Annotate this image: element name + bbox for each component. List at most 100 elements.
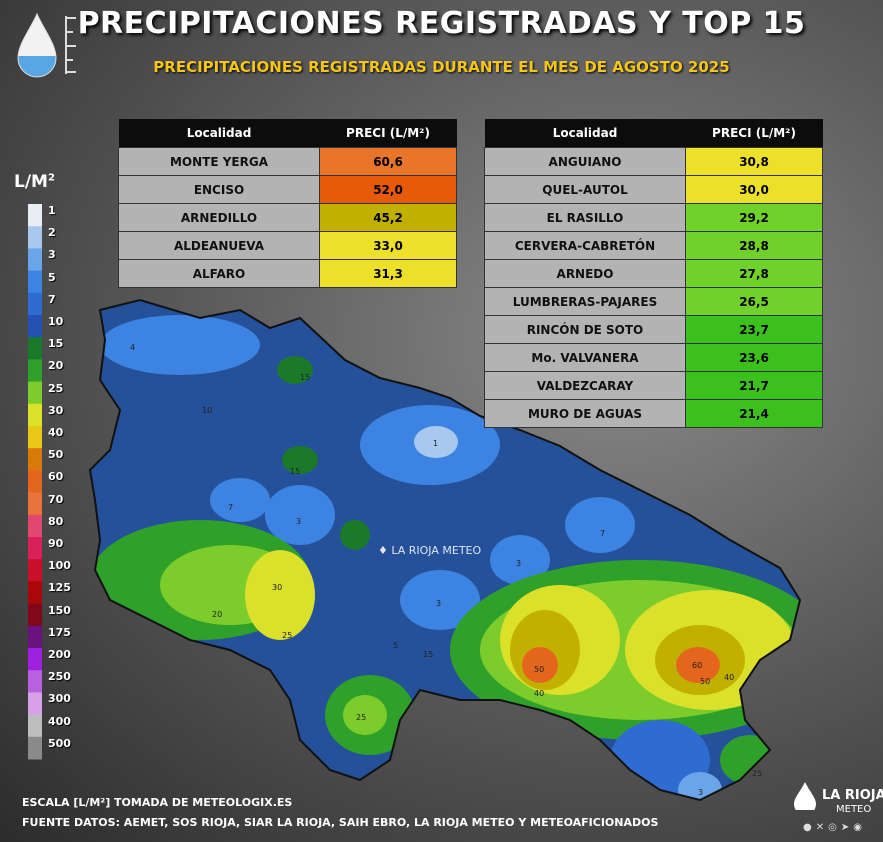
value-cell: 28,8 (685, 231, 823, 260)
contour-label: 40 (724, 673, 734, 682)
telegram-icon[interactable]: ➤ (840, 822, 854, 833)
map-watermark: ♦ LA RIOJA METEO (378, 544, 481, 557)
location-cell: ARNEDO (484, 259, 686, 288)
legend-swatch (28, 714, 42, 738)
value-cell: 23,6 (685, 343, 823, 372)
x-icon[interactable]: ✕ (815, 822, 829, 833)
location-cell: RINCÓN DE SOTO (484, 315, 686, 344)
contour-label: 30 (272, 583, 282, 592)
page-title: PRECIPITACIONES REGISTRADAS Y TOP 15 (77, 6, 806, 41)
legend-swatch (28, 270, 42, 294)
location-cell: QUEL-AUTOL (484, 175, 686, 204)
contour-label: 3 (698, 788, 703, 797)
contour-label: 20 (212, 610, 222, 619)
page-subtitle: PRECIPITACIONES REGISTRADAS DURANTE EL M… (153, 58, 730, 76)
contour-label: 40 (534, 689, 544, 698)
location-cell: VALDEZCARAY (484, 371, 686, 400)
legend-level-label: 70 (48, 492, 64, 506)
legend-swatch (28, 381, 42, 405)
legend-level-label: 200 (48, 648, 71, 661)
legend-swatch (28, 514, 42, 538)
column-header-value: PRECI (L/M²) (319, 119, 457, 148)
whatsapp-icon[interactable]: ◉ (853, 822, 866, 833)
contour-label: 3 (436, 599, 441, 608)
legend-swatch (28, 226, 42, 249)
column-header-location: Localidad (118, 119, 320, 148)
legend-level-label: 300 (48, 692, 71, 706)
location-cell: LUMBRERAS-PAJARES (484, 287, 686, 316)
value-cell: 27,8 (685, 259, 823, 288)
legend-level-label: 150 (48, 603, 71, 617)
value-cell: 21,7 (685, 371, 823, 400)
value-cell: 33,0 (319, 231, 457, 260)
legend-level-label: 20 (48, 359, 64, 373)
value-cell: 52,0 (319, 175, 457, 204)
legend-swatch (28, 337, 42, 360)
legend-swatch (28, 315, 42, 338)
brand-drop-icon (794, 782, 816, 810)
table-row: RINCÓN DE SOTO 23,7 (484, 315, 823, 344)
legend-unit-label: L/M (14, 172, 48, 192)
legend-level-label: 40 (48, 426, 64, 439)
legend-level-label: 400 (48, 714, 71, 728)
table-row: ALFARO 31,3 (118, 259, 457, 288)
legend-level-label: 1 (48, 204, 56, 217)
value-cell: 45,2 (319, 203, 457, 232)
legend-level-label: 50 (48, 448, 64, 462)
legend-level-label: 15 (48, 337, 64, 351)
legend-level-label: 60 (48, 470, 64, 484)
legend-swatch (28, 470, 42, 494)
contour-label: 7 (600, 529, 605, 538)
contour-label: 60 (692, 661, 702, 670)
legend-level-label: 30 (48, 403, 64, 417)
contour-label: 5 (393, 641, 398, 650)
legend-swatch (28, 648, 42, 671)
contour-label: 7 (228, 503, 233, 512)
legend-level-label: 10 (48, 315, 64, 328)
contour-label: 25 (282, 631, 292, 640)
scale-note: ESCALA [L/M²] TOMADA DE METEOLOGIX.ES (22, 796, 293, 809)
facebook-icon[interactable]: ● (803, 822, 816, 833)
location-cell: ENCISO (118, 175, 320, 204)
brand-name: LA RIOJA (822, 788, 883, 803)
legend-swatch (28, 403, 42, 427)
table-row: MONTE YERGA 60,6 (118, 147, 457, 176)
table-row: QUEL-AUTOL 30,0 (484, 175, 823, 204)
value-cell: 21,4 (685, 399, 823, 428)
contour-label: 15 (290, 467, 300, 476)
contour-label: 15 (423, 650, 433, 659)
legend-level-label: 175 (48, 625, 71, 639)
value-cell: 60,6 (319, 147, 457, 176)
location-cell: ALFARO (118, 259, 320, 288)
legend-color-bar (28, 204, 42, 760)
legend-swatch (28, 625, 42, 649)
column-header-location: Localidad (484, 119, 686, 148)
location-cell: ALDEANUEVA (118, 231, 320, 260)
value-cell: 26,5 (685, 287, 823, 316)
legend-swatch (28, 559, 42, 582)
location-cell: ARNEDILLO (118, 203, 320, 232)
value-cell: 30,8 (685, 147, 823, 176)
legend-swatch (28, 692, 42, 716)
column-header-value: PRECI (L/M²) (685, 119, 823, 148)
legend-swatch (28, 426, 42, 449)
instagram-icon[interactable]: ◎ (828, 822, 841, 833)
legend-swatch (28, 359, 42, 383)
legend-unit: L/M2 (14, 172, 55, 192)
contour-label: 3 (516, 559, 521, 568)
legend-level-label: 7 (48, 292, 56, 306)
legend-swatch (28, 204, 42, 227)
legend-swatch (28, 670, 42, 693)
legend-level-label: 100 (48, 559, 71, 573)
legend-level-label: 80 (48, 514, 64, 528)
table-row: ENCISO 52,0 (118, 175, 457, 204)
legend-swatch (28, 492, 42, 516)
location-cell: EL RASILLO (484, 203, 686, 232)
legend-level-label: 500 (48, 736, 71, 750)
table-row: MURO DE AGUAS 21,4 (484, 399, 823, 428)
table-row: ANGUIANO 30,8 (484, 147, 823, 176)
legend-level-label: 90 (48, 537, 64, 550)
gauge-ticks-icon (65, 16, 76, 74)
legend-swatch (28, 603, 42, 627)
watermark-logo-icon: ♦ (378, 544, 392, 557)
